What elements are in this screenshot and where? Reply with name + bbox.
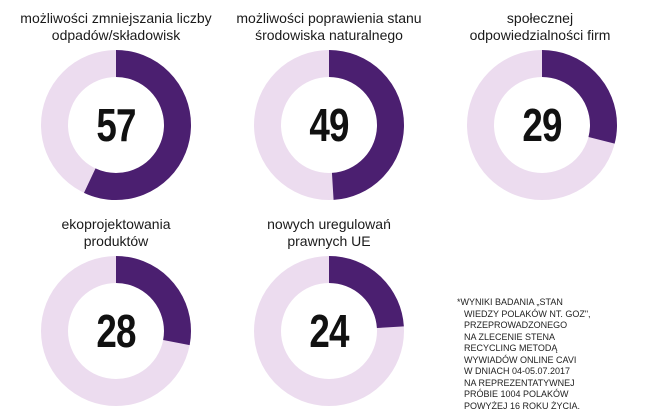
- footnote-line: NA ZLECENIE STENA: [464, 331, 556, 342]
- donut-label: nowych uregulowań prawnych UE: [229, 216, 429, 250]
- donut-label-line: nowych uregulowań: [267, 216, 391, 232]
- donut-value-label: 57: [96, 99, 136, 151]
- donut-label: ekoprojektowania produktów: [16, 216, 216, 250]
- donut-value-arc: [254, 50, 404, 200]
- footnote-line: NA REPREZENTATYWNEJ: [464, 377, 575, 388]
- donut-label: społecznej odpowiedzialności firm: [440, 10, 640, 44]
- donut-label: możliwości poprawienia stanu środowiska n…: [229, 10, 429, 44]
- donut: 29: [467, 50, 617, 200]
- donut-label-line: odpadów/składowisk: [51, 27, 181, 43]
- donut: 24: [254, 256, 404, 406]
- donut-value-arc: [467, 50, 617, 200]
- donut: 57: [41, 50, 191, 200]
- footnote-line: WIEDZY POLAKÓW NT. GOZ",: [464, 308, 591, 319]
- donut: 28: [41, 256, 191, 406]
- donut-value-label: 29: [522, 99, 562, 151]
- footnote-line: W DNIACH 04-05.07.2017: [464, 366, 571, 376]
- donut-label: możliwości zmniejszania liczby odpadów/sk…: [16, 10, 216, 44]
- donut-label-line: prawnych UE: [287, 233, 371, 249]
- donut: 49: [254, 50, 404, 200]
- donut-svg: [254, 50, 404, 200]
- donut-svg: [41, 50, 191, 200]
- footnote-line: RECYCLING METODĄ: [464, 343, 558, 353]
- footnote-line: *WYNIKI BADANIA „STAN: [457, 297, 563, 307]
- donut-value-label: 28: [96, 305, 136, 357]
- donut-label-line: społecznej: [506, 10, 574, 26]
- donut-value-arc: [41, 256, 191, 406]
- donut-value-label: 49: [309, 99, 349, 151]
- donut-svg: [254, 256, 404, 406]
- footnote-line: PRÓBIE 1004 POLAKÓW: [464, 389, 569, 399]
- donut-label-line: środowiska naturalnego: [255, 27, 403, 43]
- footnote-line: WYWIADÓW ONLINE CAVI: [464, 354, 577, 365]
- donut-label-line: odpowiedzialności firm: [469, 27, 611, 43]
- donut-label-line: produktów: [83, 233, 149, 249]
- donut-label-line: możliwości zmniejszania liczby: [20, 10, 212, 26]
- donut-label-line: ekoprojektowania: [61, 216, 171, 232]
- donut-svg: [41, 256, 191, 406]
- footnote: *WYNIKI BADANIA „STAN WIEDZY POLAKÓW NT.…: [457, 297, 657, 412]
- donut-svg: [467, 50, 617, 200]
- donut-value-arc: [41, 50, 191, 200]
- footnote-line: POWYŻEJ 16 ROKU ŻYCIA.: [464, 400, 581, 411]
- donut-label-line: możliwości poprawienia stanu: [236, 10, 422, 26]
- donut-value-label: 24: [309, 305, 349, 357]
- footnote-line: PRZEPROWADZONEGO: [464, 320, 568, 330]
- donut-value-arc: [254, 256, 404, 406]
